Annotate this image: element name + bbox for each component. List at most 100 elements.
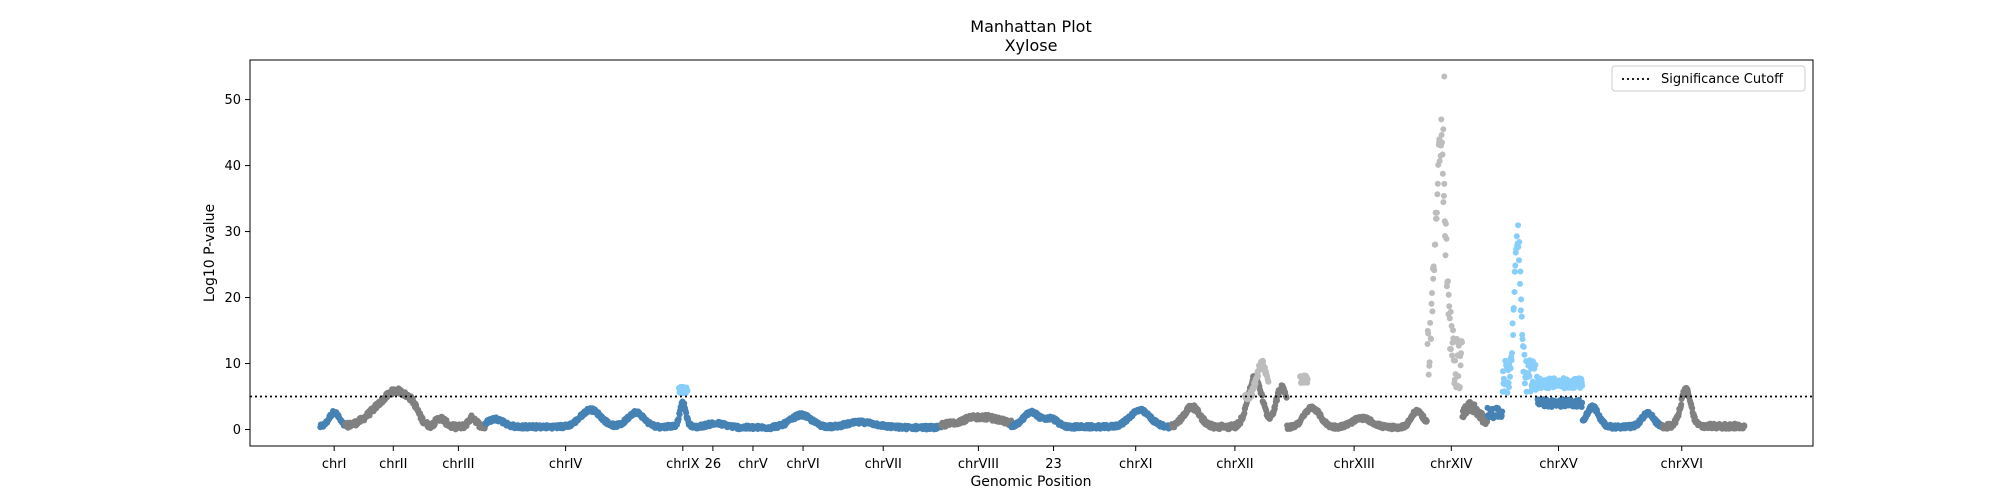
- data-point: [1431, 267, 1438, 274]
- data-point: [1517, 268, 1524, 275]
- data-point: [1511, 268, 1518, 275]
- y-tick-label: 50: [224, 93, 241, 108]
- data-point: [1241, 410, 1248, 417]
- y-tick-label: 0: [233, 423, 241, 438]
- data-point: [1517, 307, 1524, 314]
- data-point: [1526, 373, 1533, 380]
- data-point: [1442, 252, 1449, 259]
- data-point: [683, 410, 690, 416]
- x-tick-label: chrXVI: [1661, 457, 1703, 472]
- data-point: [1507, 365, 1514, 372]
- data-point: [1434, 180, 1441, 187]
- plot-area-frame: [249, 59, 1814, 447]
- data-point: [1509, 320, 1516, 327]
- legend: Significance Cutoff: [1611, 65, 1806, 92]
- data-point: [1500, 368, 1506, 375]
- data-point: [1502, 357, 1509, 364]
- data-point: [1484, 418, 1491, 425]
- data-point: [1578, 404, 1585, 410]
- data-point: [1440, 199, 1447, 206]
- data-point: [1259, 392, 1266, 399]
- data-point: [1579, 399, 1586, 406]
- data-point: [1450, 327, 1456, 334]
- data-point: [1511, 289, 1518, 295]
- x-tick-label: chrXV: [1539, 457, 1578, 472]
- data-point: [1425, 330, 1432, 337]
- y-tick-label: 20: [224, 291, 241, 306]
- data-point: [1509, 350, 1515, 357]
- data-point: [1516, 239, 1523, 245]
- x-tick-label: 23: [1045, 457, 1062, 472]
- data-point: [1532, 361, 1539, 368]
- y-axis-label: Log10 P-value: [202, 204, 218, 302]
- data-point: [1440, 126, 1447, 133]
- x-axis-label: Genomic Position: [970, 474, 1091, 490]
- data-point: [1510, 305, 1517, 311]
- data-point: [1521, 380, 1528, 387]
- data-point: [1443, 235, 1450, 242]
- chart-title: Manhattan Plot: [970, 17, 1091, 36]
- x-tick-label: chrXIV: [1430, 457, 1472, 472]
- data-point: [1427, 319, 1434, 326]
- data-point: [684, 387, 691, 394]
- x-tick-label: chrVIII: [958, 457, 999, 472]
- data-point: [1499, 408, 1506, 415]
- data-point: [1517, 280, 1523, 287]
- data-point: [1515, 243, 1522, 250]
- x-tick-label: 26: [705, 457, 722, 472]
- data-point: [1433, 215, 1440, 222]
- data-point: [1455, 373, 1462, 380]
- x-tick-label: chrXI: [1119, 457, 1152, 472]
- data-point: [1428, 336, 1435, 342]
- data-point: [1510, 332, 1517, 338]
- data-point: [1515, 222, 1522, 229]
- y-tick-label: 40: [224, 159, 241, 174]
- data-point: [1452, 357, 1459, 364]
- data-point: [1447, 308, 1454, 315]
- data-point: [1513, 233, 1520, 240]
- data-point: [1506, 384, 1512, 391]
- data-point: [1447, 346, 1454, 353]
- data-point: [1252, 380, 1259, 387]
- data-point: [1520, 343, 1527, 350]
- data-point: [1459, 339, 1465, 346]
- data-point: [1507, 373, 1513, 380]
- data-point: [1678, 401, 1685, 408]
- chart-subtitle: Xylose: [1005, 36, 1058, 55]
- data-point: [1429, 290, 1435, 296]
- data-point: [1423, 418, 1430, 424]
- data-point: [1518, 313, 1525, 320]
- data-point: [1504, 389, 1511, 396]
- data-point: [1512, 262, 1519, 269]
- y-axis: 0 10 20 30 40 50: [224, 93, 250, 438]
- data-point: [1436, 136, 1443, 143]
- data-point: [1741, 423, 1748, 430]
- x-tick-label: chrIV: [549, 457, 583, 472]
- data-point: [1438, 116, 1445, 123]
- data-point: [1444, 278, 1451, 285]
- data-point: [1424, 341, 1431, 347]
- data-point: [1451, 376, 1458, 383]
- data-point: [1446, 315, 1453, 322]
- data-point: [1516, 257, 1522, 264]
- data-point: [1456, 384, 1463, 390]
- data-points: [317, 73, 1748, 433]
- data-point: [1439, 151, 1446, 158]
- x-tick-label: chrXIII: [1334, 457, 1375, 472]
- data-point: [1430, 275, 1437, 282]
- data-point: [1440, 192, 1447, 199]
- data-point: [1519, 336, 1526, 343]
- data-point: [1304, 376, 1311, 383]
- data-point: [1432, 241, 1439, 248]
- legend-entry-significance-cutoff: Significance Cutoff: [1661, 72, 1784, 87]
- x-tick-label: chrIII: [442, 457, 474, 472]
- data-point: [1441, 73, 1448, 80]
- data-point: [1445, 291, 1452, 298]
- y-tick-label: 10: [224, 357, 241, 372]
- data-point: [1449, 352, 1456, 359]
- data-point: [1442, 220, 1449, 227]
- data-point: [1255, 373, 1262, 379]
- data-point: [1265, 378, 1272, 385]
- data-point: [1457, 362, 1464, 369]
